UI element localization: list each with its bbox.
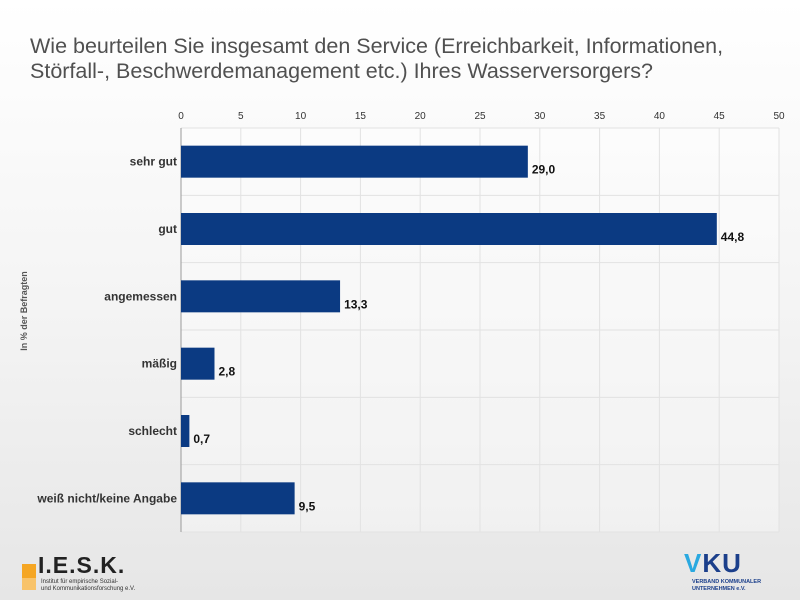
bar [181,482,295,515]
iesk-logo-name: I.E.S.K. [38,552,126,578]
x-tick-label: 20 [415,111,427,122]
vku-logo: VKU VERBAND KOMMUNALER UNTERNEHMEN e.V. [684,548,784,596]
vku-logo-subtitle-1: VERBAND KOMMUNALER [692,579,762,585]
x-tick-label: 35 [594,111,606,122]
iesk-logo-subtitle-1: Institut für empirische Sozial- [41,579,119,585]
value-label: 9,5 [299,499,316,513]
bar [181,415,190,447]
iesk-logo-mark-bottom [22,578,36,590]
x-tick-label: 30 [534,111,546,122]
bar [181,280,341,313]
x-tick-label: 15 [355,111,367,122]
value-label: 44,8 [721,230,745,244]
category-label: angemessen [104,289,177,303]
x-tick-label: 5 [238,111,244,122]
category-label: schlecht [128,424,177,438]
x-tick-label: 25 [474,111,486,122]
y-axis-label: In % der Befragten [19,271,29,351]
value-label: 13,3 [344,297,368,311]
value-label: 2,8 [218,365,235,379]
iesk-logo: I.E.S.K. Institut für empirische Sozial-… [22,552,202,596]
x-tick-label: 40 [654,111,666,122]
bar [181,347,215,380]
x-tick-label: 10 [295,111,307,122]
vku-logo-subtitle-2: UNTERNEHMEN e.V. [692,586,746,592]
chart-title: Wie beurteilen Sie insgesamt den Service… [30,34,724,83]
x-tick-label: 0 [178,111,184,122]
iesk-logo-mark-top [22,564,36,578]
x-tick-label: 50 [773,111,785,122]
vku-logo-ku: KU [702,548,742,578]
category-label: weiß nicht/keine Angabe [36,491,177,505]
vku-logo-word: VKU [684,548,742,579]
iesk-logo-subtitle-2: und Kommunikationsforschung e.V. [41,586,136,592]
vku-logo-v: V [684,548,703,578]
bar [181,213,717,245]
x-tick-label: 45 [714,111,726,122]
bar [181,145,528,178]
category-label: mäßig [142,357,177,371]
category-label: sehr gut [130,155,177,169]
value-label: 29,0 [532,163,556,177]
value-label: 0,7 [193,432,210,446]
category-label: gut [158,222,177,236]
